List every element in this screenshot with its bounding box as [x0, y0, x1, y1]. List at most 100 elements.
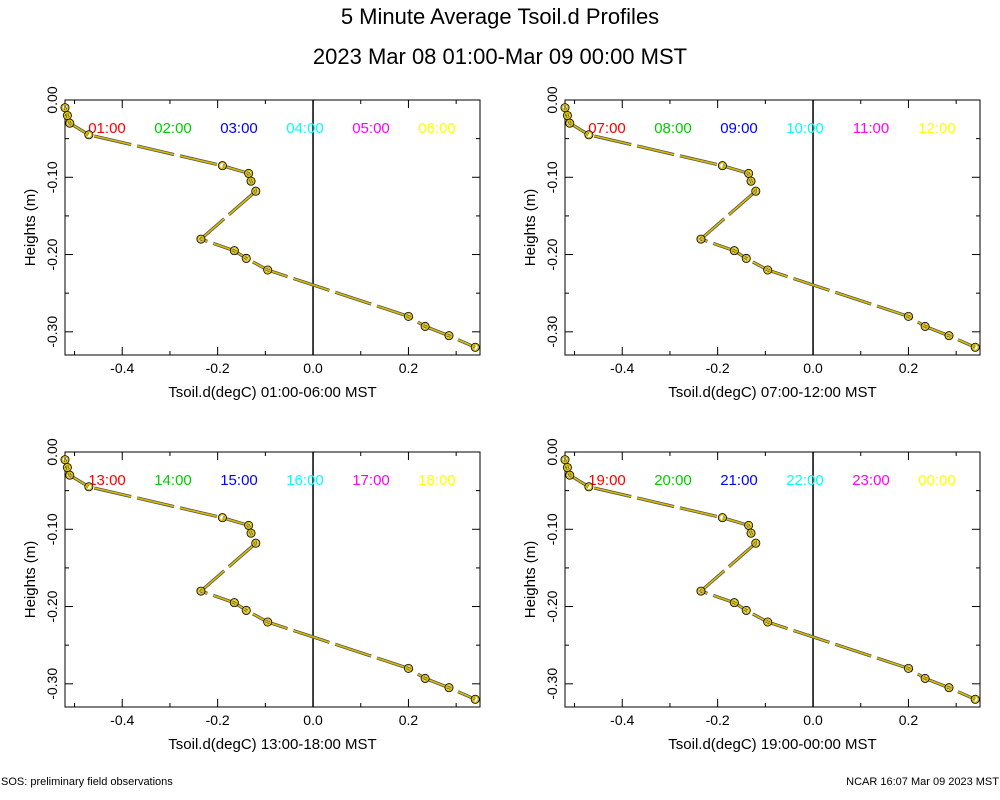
- data-point-ring: [264, 266, 272, 274]
- y-tick-label: -0.20: [44, 238, 60, 270]
- data-point: [970, 694, 980, 704]
- y-tick-label: -0.20: [44, 590, 60, 622]
- y-tick-label: -0.10: [544, 513, 560, 545]
- data-point: [65, 470, 75, 480]
- legend-time-label: 14:00: [154, 472, 192, 489]
- legend-time-label: 21:00: [720, 472, 758, 489]
- x-axis-label: Tsoil.d(degC) 01:00-06:00 MST: [168, 384, 376, 401]
- data-point-ring: [471, 343, 479, 351]
- data-point-ring: [697, 235, 705, 243]
- x-tick-label: -0.2: [206, 360, 230, 376]
- legend-time-label: 04:00: [286, 120, 324, 137]
- x-tick-label: 0.2: [899, 360, 919, 376]
- y-tick-label: -0.10: [44, 161, 60, 193]
- data-point: [263, 265, 273, 275]
- y-tick-label: -0.10: [544, 161, 560, 193]
- data-point-ring: [718, 513, 727, 522]
- data-point: [420, 321, 430, 331]
- y-axis-label: Heights (m): [522, 189, 539, 267]
- y-tick-label: 0.00: [544, 86, 560, 113]
- data-point-ring: [85, 483, 93, 491]
- data-point: [565, 470, 575, 480]
- data-point: [241, 605, 251, 615]
- data-point: [696, 234, 706, 244]
- data-point-ring: [566, 119, 574, 127]
- legend-time-label: 23:00: [852, 472, 890, 489]
- legend-time-label: 15:00: [220, 472, 258, 489]
- data-point-ring: [252, 539, 260, 547]
- data-point-ring: [63, 111, 72, 120]
- legend-time-label: 00:00: [918, 472, 956, 489]
- data-point-ring: [747, 529, 755, 537]
- y-tick-label: -0.20: [544, 238, 560, 270]
- profile-line: [564, 459, 976, 701]
- data-point-ring: [247, 177, 255, 185]
- chart-panel-2: -0.4 -0.2 0.0 0.2 0.00 -0.10 -0.20 -0.30 Tsoil.d…: [522, 86, 981, 401]
- y-tick-label: -0.30: [544, 316, 560, 348]
- y-tick-label: 0.00: [544, 438, 560, 465]
- data-point: [903, 663, 913, 673]
- x-tick-label: -0.2: [206, 712, 230, 728]
- legend-time-label: 19:00: [588, 472, 626, 489]
- data-point-ring: [971, 695, 979, 703]
- data-point-ring: [85, 131, 93, 139]
- y-tick-label: -0.20: [544, 590, 560, 622]
- x-axis-label: Tsoil.d(degC) 13:00-18:00 MST: [168, 736, 376, 753]
- data-point-ring: [247, 529, 255, 537]
- profile-line: [64, 459, 476, 701]
- chart-title: 5 Minute Average Tsoil.d Profiles: [340, 4, 660, 29]
- data-point-ring: [921, 322, 929, 331]
- legend-time-label: 07:00: [588, 120, 626, 137]
- data-point-ring: [752, 539, 760, 547]
- legend-time-label: 17:00: [352, 472, 390, 489]
- data-point: [751, 538, 761, 548]
- data-point: [196, 586, 206, 596]
- data-point: [420, 673, 430, 683]
- data-point-ring: [718, 161, 727, 170]
- data-point: [246, 176, 256, 186]
- y-tick-label: 0.00: [44, 438, 60, 465]
- legend-time-label: 11:00: [853, 120, 889, 137]
- plot-frame: [564, 99, 981, 356]
- data-point-ring: [197, 235, 205, 243]
- data-point-ring: [230, 246, 239, 255]
- profile-line: [64, 107, 476, 349]
- x-tick-label: -0.4: [110, 360, 134, 376]
- data-point-ring: [945, 683, 953, 692]
- data-point: [920, 673, 930, 683]
- data-point: [403, 663, 413, 673]
- profile-line: [564, 107, 976, 349]
- data-point: [470, 694, 480, 704]
- data-point: [246, 528, 256, 538]
- data-point-ring: [61, 456, 69, 464]
- data-point: [444, 331, 454, 341]
- data-point-ring: [230, 598, 239, 607]
- data-point-ring: [563, 111, 572, 120]
- data-point-ring: [197, 587, 205, 595]
- data-point: [729, 598, 739, 608]
- chart-panel-4: -0.4 -0.2 0.0 0.2 0.00 -0.10 -0.20 -0.30 Tsoil.d…: [522, 438, 981, 753]
- data-point: [584, 130, 594, 140]
- data-point-ring: [244, 521, 253, 530]
- data-point-ring: [585, 483, 593, 491]
- chart-panel-3: -0.4 -0.2 0.0 0.2 0.00 -0.10 -0.20 -0.30 Tsoil.d…: [22, 438, 481, 753]
- data-point-ring: [264, 618, 272, 626]
- data-point-ring: [921, 674, 929, 683]
- data-point-ring: [971, 343, 979, 351]
- data-point: [65, 118, 75, 128]
- data-point-ring: [744, 169, 753, 178]
- legend-time-label: 05:00: [352, 120, 390, 137]
- chart-subtitle: 2023 Mar 08 01:00-Mar 09 00:00 MST: [312, 44, 688, 69]
- data-point: [229, 598, 239, 608]
- data-point-ring: [764, 266, 772, 274]
- data-point: [470, 342, 480, 352]
- x-tick-label: 0.0: [803, 360, 823, 376]
- data-point-ring: [730, 246, 739, 255]
- data-point-ring: [742, 254, 750, 263]
- data-point-ring: [421, 322, 429, 331]
- data-point: [229, 246, 239, 256]
- legend-time-label: 09:00: [720, 120, 758, 137]
- y-tick-label: -0.30: [44, 668, 60, 700]
- legend-time-label: 03:00: [220, 120, 258, 137]
